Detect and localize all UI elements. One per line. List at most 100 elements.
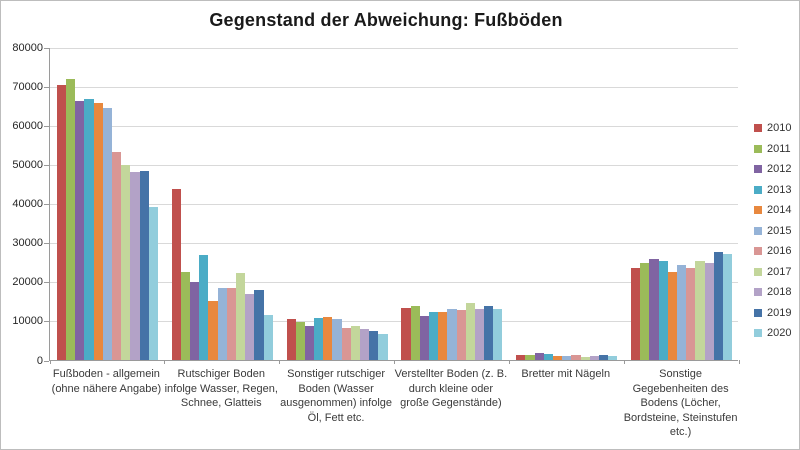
bar-2017 [236, 272, 246, 360]
bar-2017 [695, 261, 705, 360]
y-axis-label: 60000 [12, 119, 43, 132]
category-label: Sonstiger rutschiger Boden (Wasser ausge… [280, 368, 393, 424]
bar-2014 [552, 356, 563, 360]
bar-group [280, 48, 395, 360]
bar-2011 [180, 271, 191, 360]
bar-2020 [263, 315, 273, 360]
legend-swatch-icon [754, 165, 762, 173]
y-axis-label: 40000 [12, 198, 43, 210]
legend-label: 2019 [767, 306, 792, 319]
legend-swatch-icon [754, 124, 762, 132]
bar-2017 [465, 302, 475, 360]
bar-2012 [649, 259, 659, 360]
bar-2017 [580, 356, 590, 360]
bar-2012 [304, 325, 315, 360]
legend-item-2012: 2012 [754, 163, 791, 175]
y-axis-tick [44, 282, 49, 284]
y-axis-tick [44, 86, 49, 88]
legend-item-2019: 2019 [754, 307, 791, 319]
bar-group [395, 48, 510, 360]
y-axis-label: 0 [36, 354, 43, 367]
bar-2011 [525, 354, 535, 360]
x-axis-tick [508, 360, 510, 364]
bar-group [509, 48, 624, 360]
bar-2017 [350, 325, 361, 360]
bar-2013 [428, 311, 439, 360]
gridline [50, 47, 738, 49]
category-label: Bretter mit Nägeln [521, 368, 611, 380]
bar-2019 [598, 355, 609, 360]
category-label: Fußboden - allgemein (ohne nähere Angabe… [51, 368, 162, 395]
legend-label: 2018 [767, 286, 792, 298]
legend-swatch-icon [754, 329, 762, 337]
bar-2014 [438, 312, 448, 360]
y-axis-label: 70000 [12, 80, 43, 93]
bar-2016 [456, 309, 466, 360]
legend-label: 2011 [767, 142, 791, 155]
y-axis-label: 20000 [12, 276, 43, 289]
bar-2010 [56, 84, 67, 360]
gridline [50, 125, 738, 127]
bar-2019 [139, 171, 149, 360]
legend-swatch-icon [754, 206, 762, 214]
y-axis-tick [44, 125, 49, 127]
legend-item-2015: 2015 [754, 225, 791, 237]
legend-item-2010: 2010 [754, 122, 791, 134]
bar-2010 [631, 268, 641, 360]
bar-2014 [323, 316, 333, 360]
bar-2015 [676, 264, 687, 360]
bar-2018 [245, 293, 255, 360]
bar-2015 [102, 108, 112, 360]
gridline [50, 243, 738, 245]
x-axis-tick [164, 360, 166, 364]
bar-2020 [493, 308, 503, 360]
x-axis-tick [49, 360, 51, 364]
plot-area [44, 47, 740, 364]
gridline [50, 86, 738, 88]
legend-swatch-icon [754, 288, 762, 296]
bar-2016 [226, 288, 237, 360]
x-axis-tick [623, 360, 625, 364]
bar-2015 [562, 356, 572, 360]
legend-label: 2012 [767, 163, 792, 175]
bar-2018 [474, 308, 485, 360]
y-axis-label: 30000 [12, 237, 43, 250]
legend-swatch-icon [754, 185, 762, 194]
bar-2016 [571, 354, 581, 360]
legend-item-2013: 2013 [754, 184, 791, 196]
bar-group [624, 48, 739, 360]
bar-2015 [332, 319, 342, 360]
legend-swatch-icon [754, 267, 762, 276]
legend-item-2014: 2014 [754, 204, 791, 216]
gridline [50, 164, 738, 166]
gridline [50, 282, 738, 284]
bar-2019 [713, 252, 723, 360]
legend-label: 2010 [767, 122, 792, 134]
y-axis-tick [44, 204, 49, 205]
gridline [50, 204, 738, 205]
x-axis-tick [738, 360, 740, 364]
bar-2020 [722, 253, 733, 360]
y-axis-tick [44, 243, 49, 245]
bar-2018 [360, 329, 370, 360]
chart-title: Gegenstand der Abweichung: Fußböden [209, 10, 563, 30]
bar-2010 [286, 318, 296, 360]
bar-2011 [410, 306, 420, 360]
category-label: Rutschiger Boden infolge Wasser, Regen, … [164, 368, 278, 410]
bar-group [165, 48, 280, 360]
legend-swatch-icon [754, 144, 762, 153]
y-axis-tick [44, 164, 49, 166]
legend-label: 2020 [767, 327, 792, 339]
bar-2010 [516, 354, 526, 360]
bar-2018 [130, 171, 140, 360]
legend-label: 2017 [767, 265, 792, 278]
bar-2016 [686, 268, 696, 360]
bar-2011 [66, 79, 76, 360]
bar-group [50, 48, 165, 360]
y-axis-tick [44, 360, 49, 362]
legend-item-2017: 2017 [754, 266, 791, 278]
legend-item-2020: 2020 [754, 327, 791, 339]
bar-2020 [378, 333, 388, 360]
legend-item-2011: 2011 [754, 143, 791, 155]
